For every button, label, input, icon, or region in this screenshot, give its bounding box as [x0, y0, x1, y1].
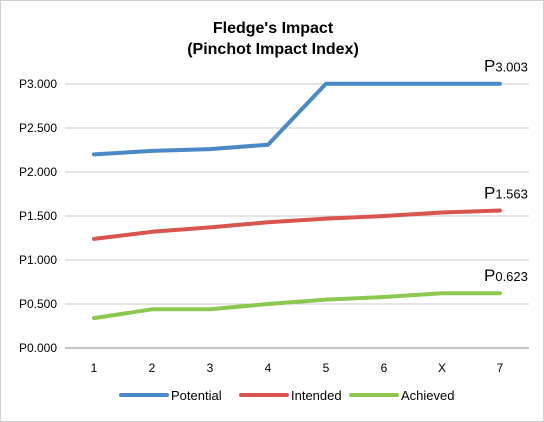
y-tick-label: P1.500: [19, 209, 57, 223]
legend-label-intended: Intended: [291, 388, 342, 403]
series-line-intended: [92, 208, 502, 241]
y-axis-tick-labels: P0.000 P0.500 P1.000 P1.500 P2.000 P2.500 P3.0…: [19, 77, 57, 355]
x-axis-tick-labels: 1 2 3 4 5 6 X 7: [91, 361, 504, 375]
x-tick-label: 2: [149, 361, 156, 375]
y-tick-label: P1.000: [19, 253, 57, 267]
x-tick-label: 4: [265, 361, 272, 375]
legend-label-achieved: Achieved: [401, 388, 454, 403]
x-tick-label: 5: [323, 361, 330, 375]
legend: Potential Intended Achieved: [119, 388, 454, 403]
y-tick-label: P0.000: [19, 341, 57, 355]
end-label-prefix: P: [484, 266, 495, 285]
legend-label-potential: Potential: [171, 388, 222, 403]
x-tick-label: 3: [207, 361, 214, 375]
end-label-intended: P1.563: [484, 183, 528, 202]
end-label-value: 0.623: [495, 269, 528, 284]
y-tick-label: P2.500: [19, 121, 57, 135]
series-lines: [92, 81, 502, 321]
chart-title: Fledge's Impact: [213, 20, 334, 37]
end-label-prefix: P: [484, 57, 495, 76]
series-line-achieved: [92, 291, 502, 321]
end-label-value: 3.003: [495, 60, 528, 75]
end-label-potential: P3.003: [484, 57, 528, 76]
x-tick-label: 1: [91, 361, 98, 375]
series-line-potential: [92, 81, 502, 157]
y-tick-label: P3.000: [19, 77, 57, 91]
chart-subtitle: (Pinchot Impact Index): [187, 41, 359, 58]
x-tick-label: 6: [381, 361, 388, 375]
x-tick-label: X: [438, 361, 446, 375]
end-label-achieved: P0.623: [484, 266, 528, 285]
x-tick-label: 7: [497, 361, 504, 375]
y-tick-label: P2.000: [19, 165, 57, 179]
end-label-prefix: P: [484, 183, 495, 202]
gridlines: [65, 83, 529, 349]
end-label-value: 1.563: [495, 186, 528, 201]
y-tick-label: P0.500: [19, 297, 57, 311]
